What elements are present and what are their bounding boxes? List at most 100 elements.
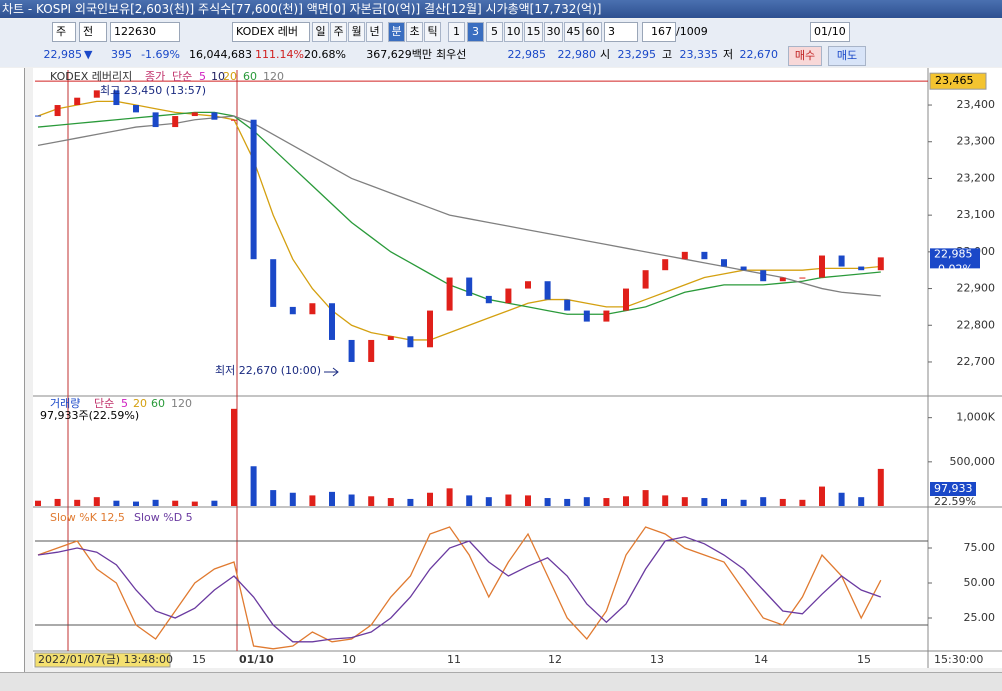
legend-item: 5 (199, 70, 206, 83)
interval-button[interactable]: 60 (583, 22, 602, 42)
candle (819, 255, 825, 278)
volume-bar (779, 498, 786, 506)
volume-bar (35, 500, 41, 506)
legend-item: 거래량 (50, 397, 80, 410)
candle (603, 310, 610, 322)
candle (681, 251, 688, 260)
quote-bid: 22,980 (557, 48, 597, 61)
legend-item: 20 (133, 397, 147, 410)
volume-bar (603, 498, 610, 506)
volume-bar (309, 495, 316, 506)
quote-best-label: 최우선 (436, 48, 467, 61)
sell-button[interactable]: 매도 (828, 46, 866, 66)
volume-bar (93, 497, 100, 506)
candle (211, 112, 218, 120)
candle (133, 105, 139, 113)
candle (93, 90, 100, 98)
volume-bar (133, 501, 139, 506)
candle (799, 277, 806, 279)
candle (877, 257, 884, 271)
candle (583, 310, 590, 322)
y-tick-label: 23,300 (957, 135, 996, 148)
period-button[interactable]: 년 (366, 22, 383, 42)
buy-button[interactable]: 매수 (788, 46, 822, 66)
last-price-label: 22,985 (934, 247, 973, 260)
x-tick-label: 11 (447, 653, 461, 666)
x-tick-label: 13 (650, 653, 664, 666)
legend-item: Slow %K 12,5 (50, 511, 125, 524)
candle (172, 116, 179, 128)
moving-average (37, 115, 881, 297)
interval-button[interactable]: 15 (524, 22, 543, 42)
last-label-bg (930, 248, 980, 269)
candle (505, 288, 512, 304)
candle (838, 255, 845, 267)
period-button[interactable]: 월 (348, 22, 365, 42)
candle (701, 251, 708, 260)
count-input[interactable]: 167 (642, 22, 676, 42)
y-tick-label: 22,800 (957, 318, 996, 331)
volume-bar (544, 498, 551, 506)
period-button[interactable]: 주 (330, 22, 347, 42)
x-tick-label: 14 (754, 653, 768, 666)
side-panel (0, 68, 25, 672)
volume-bar (250, 466, 257, 506)
count-select[interactable]: 3 (604, 22, 638, 42)
volume-bar (191, 501, 198, 506)
quote-turnover: 20.68% (304, 48, 346, 61)
candle (368, 339, 375, 362)
quote-open-label: 시 (600, 48, 611, 61)
quote-low-label: 저 (723, 48, 734, 61)
x-tick-label: 01/10 (239, 653, 274, 666)
interval-button[interactable]: 45 (564, 22, 583, 42)
candle (348, 339, 355, 362)
volume-bar (760, 497, 767, 506)
volume-last-ratio: 22.59% (934, 495, 976, 508)
candle (564, 299, 571, 311)
interval-button[interactable]: 10 (504, 22, 523, 42)
volume-bar (525, 495, 531, 506)
y-tick-label: 75.00 (964, 541, 996, 554)
chart-area: 23,40023,30023,20023,10023,00022,90022,8… (33, 68, 1002, 668)
volume-last-value: 97,933 (934, 482, 973, 495)
period-button[interactable]: 초 (406, 22, 423, 42)
candle (446, 277, 453, 311)
last-label-bg (930, 482, 976, 496)
candle (642, 270, 649, 289)
candle (54, 105, 61, 117)
interval-button[interactable]: 1 (448, 22, 465, 42)
candle (309, 303, 316, 315)
name-field: KODEX 레버 (232, 22, 310, 42)
y-tick-label: 23,100 (957, 208, 996, 221)
volume-bar (113, 500, 120, 506)
volume-bar (387, 498, 394, 506)
period-button[interactable]: 틱 (424, 22, 441, 42)
scope-select[interactable]: 전 (79, 22, 107, 42)
code-input[interactable]: 122630 (110, 22, 180, 42)
candle (662, 259, 669, 271)
volume-bar (231, 408, 237, 506)
candle (525, 281, 531, 289)
candle (544, 281, 551, 300)
candle (623, 288, 629, 311)
interval-button[interactable]: 5 (486, 22, 503, 42)
candle (485, 295, 492, 304)
date-input[interactable]: 01/10 (810, 22, 850, 42)
chart-bg (33, 68, 1002, 668)
scrollbar[interactable] (0, 672, 1002, 691)
period-button[interactable]: 일 (312, 22, 329, 42)
volume-bar (505, 494, 512, 506)
interval-button[interactable]: 3 (467, 22, 484, 42)
market-select[interactable]: 주 (52, 22, 76, 42)
quote-high-label: 고 (662, 48, 673, 61)
candle (270, 259, 277, 307)
moving-average (37, 100, 881, 341)
volume-bar (446, 488, 453, 506)
volume-bar (466, 495, 473, 506)
volume-bar (211, 500, 218, 506)
y-tick-label: 22,900 (957, 282, 996, 295)
quote-low: 22,670 (739, 48, 779, 61)
interval-button[interactable]: 30 (544, 22, 563, 42)
candle (231, 119, 237, 121)
period-button[interactable]: 분 (388, 22, 405, 42)
